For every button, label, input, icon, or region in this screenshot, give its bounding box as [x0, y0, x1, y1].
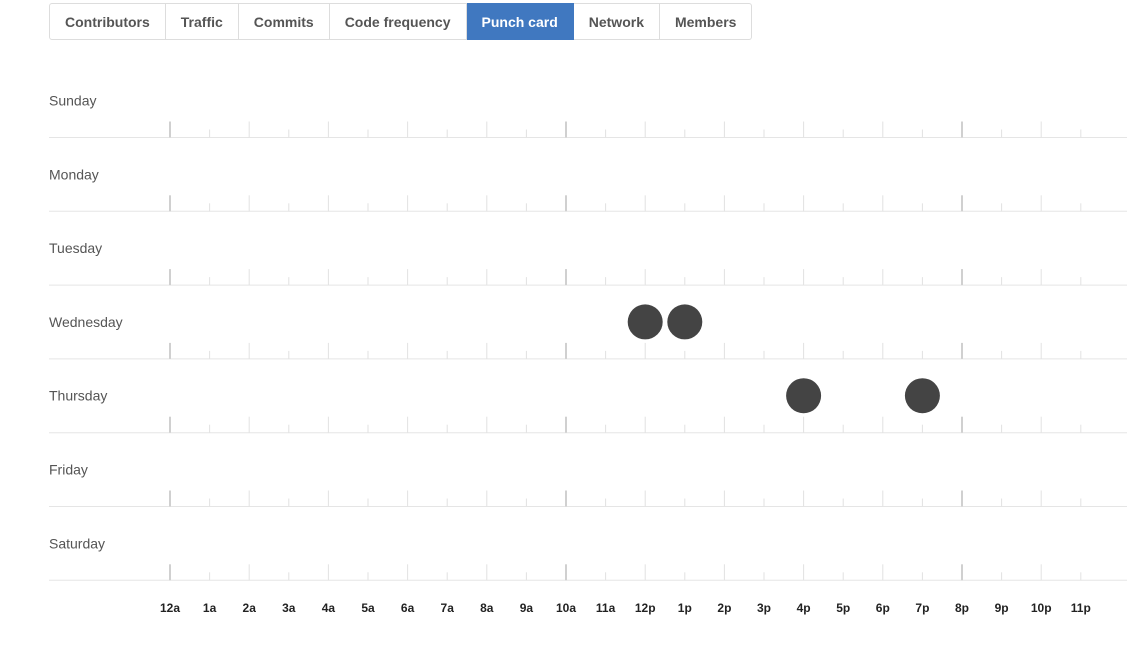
- hour-label-11p: 11p: [1071, 601, 1091, 615]
- hour-label-6p: 6p: [876, 601, 890, 615]
- hour-label-1p: 1p: [678, 601, 692, 615]
- tab-contributors[interactable]: Contributors: [49, 3, 166, 40]
- hour-label-7p: 7p: [915, 601, 929, 615]
- hour-label-7a: 7a: [441, 601, 455, 615]
- hour-label-1a: 1a: [203, 601, 217, 615]
- hour-label-5a: 5a: [361, 601, 375, 615]
- tab-members[interactable]: Members: [659, 3, 753, 40]
- commit-dot[interactable]: [667, 304, 703, 340]
- hour-label-3a: 3a: [282, 601, 296, 615]
- hour-label-9p: 9p: [995, 601, 1009, 615]
- hour-label-12p: 12p: [635, 601, 656, 615]
- hour-label-3p: 3p: [757, 601, 771, 615]
- hour-label-8p: 8p: [955, 601, 969, 615]
- commit-dot[interactable]: [786, 378, 822, 414]
- hour-label-4a: 4a: [322, 601, 336, 615]
- tab-network[interactable]: Network: [573, 3, 660, 40]
- hour-label-12a: 12a: [160, 601, 180, 615]
- tab-traffic[interactable]: Traffic: [165, 3, 239, 40]
- hour-label-11a: 11a: [596, 601, 616, 615]
- day-label-tuesday: Tuesday: [49, 240, 102, 256]
- hour-label-10a: 10a: [556, 601, 576, 615]
- tab-punch-card[interactable]: Punch card: [466, 3, 574, 40]
- day-label-monday: Monday: [49, 166, 99, 182]
- hour-label-4p: 4p: [797, 601, 811, 615]
- tab-commits[interactable]: Commits: [238, 3, 330, 40]
- hour-label-6a: 6a: [401, 601, 415, 615]
- day-label-sunday: Sunday: [49, 93, 96, 109]
- commit-dot[interactable]: [627, 304, 663, 340]
- hour-label-2a: 2a: [243, 601, 257, 615]
- hour-label-8a: 8a: [480, 601, 494, 615]
- hour-label-2p: 2p: [717, 601, 731, 615]
- day-label-thursday: Thursday: [49, 388, 107, 404]
- tab-code-frequency[interactable]: Code frequency: [329, 3, 467, 40]
- day-label-wednesday: Wednesday: [49, 314, 123, 330]
- day-label-saturday: Saturday: [49, 535, 105, 551]
- hour-label-10p: 10p: [1031, 601, 1052, 615]
- day-label-friday: Friday: [49, 462, 88, 478]
- hour-label-9a: 9a: [520, 601, 534, 615]
- hour-label-5p: 5p: [836, 601, 850, 615]
- commit-dot[interactable]: [904, 378, 940, 414]
- tab-bar: Contributors Traffic Commits Code freque…: [49, 3, 753, 40]
